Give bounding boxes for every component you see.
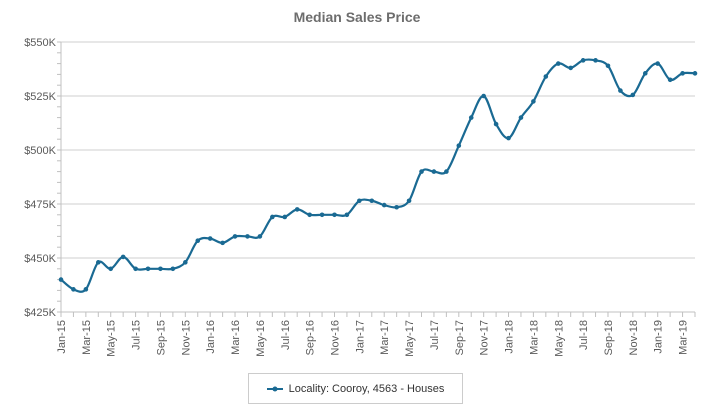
data-point[interactable] <box>431 169 437 174</box>
data-point[interactable] <box>245 234 250 239</box>
x-tick-label: Jul-16 <box>280 320 292 350</box>
data-point[interactable] <box>158 266 163 272</box>
x-axis-tick-labels: Jan-15 Mar-15 May-15 Jul-15 Sep-15 Nov-15 Jan-… <box>56 320 690 357</box>
x-tick-label: Mar-19 <box>678 320 690 355</box>
x-tick-label: Jul-17 <box>429 320 441 350</box>
x-tick-label: Nov-15 <box>180 320 192 355</box>
x-tick-label: Nov-16 <box>329 320 341 355</box>
data-point[interactable] <box>618 88 623 93</box>
x-tick-label: Mar-18 <box>528 320 540 355</box>
x-tick-label: May-15 <box>106 320 118 357</box>
data-point[interactable] <box>120 254 126 260</box>
x-tick-label: Mar-17 <box>379 320 391 355</box>
x-tick-label: Jan-16 <box>205 320 217 354</box>
x-tick-label: Mar-16 <box>230 320 242 355</box>
data-point[interactable] <box>493 121 499 127</box>
data-point[interactable] <box>369 198 375 204</box>
legend-label: Locality: Cooroy, 4563 - Houses <box>288 382 445 395</box>
data-point[interactable] <box>108 266 114 272</box>
chart-title: Median Sales Price <box>293 9 421 25</box>
y-tick-label: $475K <box>24 199 56 211</box>
data-point[interactable] <box>232 234 238 239</box>
x-tick-label: Nov-17 <box>479 320 491 355</box>
x-tick-label: May-17 <box>404 320 416 357</box>
data-point[interactable] <box>456 143 462 148</box>
x-tick-label: Jan-18 <box>504 320 516 354</box>
x-tick-label: Jul-15 <box>131 320 143 350</box>
data-point[interactable] <box>220 240 225 246</box>
y-tick-label: $425K <box>24 307 56 319</box>
x-tick-label: Jan-19 <box>653 320 665 354</box>
data-point[interactable] <box>183 260 188 265</box>
data-point[interactable] <box>419 169 424 174</box>
data-point[interactable] <box>195 238 201 244</box>
gridlines <box>61 41 695 313</box>
data-point[interactable] <box>319 212 325 218</box>
x-tick-label: Sep-15 <box>155 320 167 355</box>
data-point[interactable] <box>307 212 312 218</box>
data-point[interactable] <box>518 115 524 120</box>
data-point[interactable] <box>506 135 511 141</box>
data-point[interactable] <box>282 214 288 220</box>
data-point[interactable] <box>145 266 151 272</box>
data-point[interactable] <box>655 61 661 66</box>
data-point[interactable] <box>83 287 89 292</box>
data-point[interactable] <box>394 204 399 210</box>
data-point[interactable] <box>357 198 362 204</box>
data-point[interactable] <box>257 234 263 239</box>
series-line[interactable] <box>60 58 696 293</box>
data-point[interactable] <box>568 65 573 71</box>
data-point[interactable] <box>580 58 586 63</box>
data-point[interactable] <box>692 71 698 76</box>
data-point[interactable] <box>294 207 300 212</box>
data-point[interactable] <box>133 266 138 272</box>
data-point[interactable] <box>543 74 549 79</box>
data-point[interactable] <box>344 212 350 218</box>
data-point[interactable] <box>468 115 474 120</box>
x-tick-label: May-18 <box>553 320 565 357</box>
series-layer <box>58 58 698 293</box>
y-tick-label: $525K <box>24 91 56 103</box>
data-point[interactable] <box>170 266 176 272</box>
data-point[interactable] <box>605 63 611 69</box>
data-point[interactable] <box>444 169 449 174</box>
axes <box>57 41 696 317</box>
x-tick-label: Sep-17 <box>454 320 466 355</box>
data-point[interactable] <box>593 58 598 63</box>
y-tick-label: $450K <box>24 253 56 265</box>
data-point[interactable] <box>481 93 486 99</box>
y-tick-label: $500K <box>24 145 56 157</box>
x-tick-label: Jan-17 <box>354 320 366 354</box>
data-point[interactable] <box>58 277 64 282</box>
data-point[interactable] <box>667 77 673 83</box>
x-tick-label: Sep-16 <box>305 320 317 355</box>
data-point[interactable] <box>71 287 76 292</box>
data-point[interactable] <box>531 99 536 104</box>
x-tick-label: Nov-18 <box>628 320 640 355</box>
data-point[interactable] <box>642 71 648 76</box>
x-tick-label: Mar-15 <box>81 320 93 355</box>
x-tick-label: Jul-18 <box>578 320 590 350</box>
legend[interactable]: Locality: Cooroy, 4563 - Houses <box>248 373 463 404</box>
legend-swatch-icon <box>266 385 283 393</box>
x-tick-label: Jan-15 <box>56 320 68 354</box>
data-point[interactable] <box>406 198 412 204</box>
x-tick-label: May-16 <box>255 320 267 357</box>
data-point[interactable] <box>95 260 101 265</box>
data-point[interactable] <box>555 61 561 66</box>
data-point[interactable] <box>680 71 685 76</box>
y-tick-label: $550K <box>24 37 56 49</box>
data-point[interactable] <box>270 214 275 220</box>
data-point[interactable] <box>207 236 213 241</box>
data-point[interactable] <box>332 212 337 218</box>
y-axis-tick-labels: $425K $450K $475K $500K $525K $550K <box>24 37 56 319</box>
data-point[interactable] <box>381 202 387 208</box>
x-tick-label: Sep-18 <box>603 320 615 355</box>
data-point[interactable] <box>630 92 636 98</box>
